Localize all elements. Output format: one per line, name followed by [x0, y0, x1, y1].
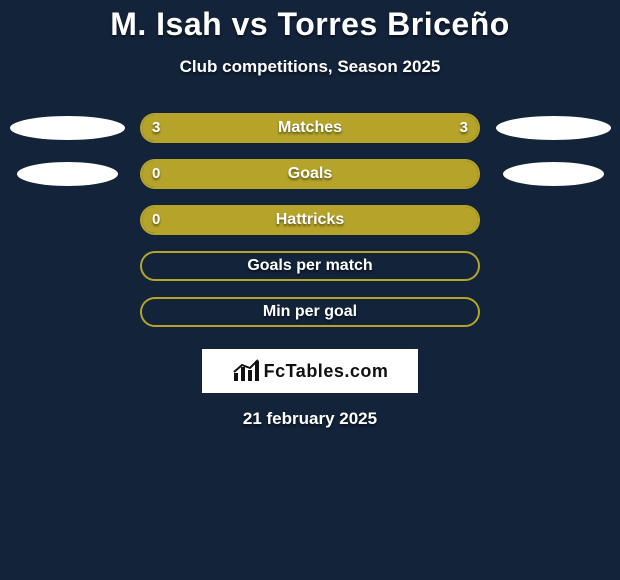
stat-bar [140, 251, 480, 281]
stat-bar [140, 205, 480, 235]
subtitle: Club competitions, Season 2025 [0, 57, 620, 77]
stat-bar-left-fill [142, 161, 478, 187]
stat-row: Hattricks0 [0, 205, 620, 235]
page-title: M. Isah vs Torres Briceño [0, 6, 620, 43]
brand-name: FcTables.com [264, 361, 389, 382]
stat-value-right: 3 [460, 113, 468, 143]
left-ellipse [10, 116, 125, 140]
brand-logo: FcTables.com [202, 349, 418, 393]
snapshot-date: 21 february 2025 [0, 409, 620, 429]
stat-bar-right-fill [310, 115, 478, 141]
stat-row: Matches33 [0, 113, 620, 143]
right-ellipse [496, 116, 611, 140]
stat-bar-left-fill [142, 115, 310, 141]
stat-rows: Matches33Goals0Hattricks0Goals per match… [0, 113, 620, 327]
stat-bar [140, 297, 480, 327]
right-ellipse [503, 162, 604, 186]
stat-row: Goals per match [0, 251, 620, 281]
left-ellipse [17, 162, 118, 186]
comparison-card: M. Isah vs Torres Briceño Club competiti… [0, 0, 620, 580]
stat-row: Min per goal [0, 297, 620, 327]
stat-bar [140, 159, 480, 189]
stat-bar-left-fill [142, 207, 478, 233]
stat-value-left: 0 [152, 159, 160, 189]
stat-bar [140, 113, 480, 143]
bar-chart-icon [232, 359, 260, 383]
stat-row: Goals0 [0, 159, 620, 189]
stat-value-left: 3 [152, 113, 160, 143]
stat-value-left: 0 [152, 205, 160, 235]
